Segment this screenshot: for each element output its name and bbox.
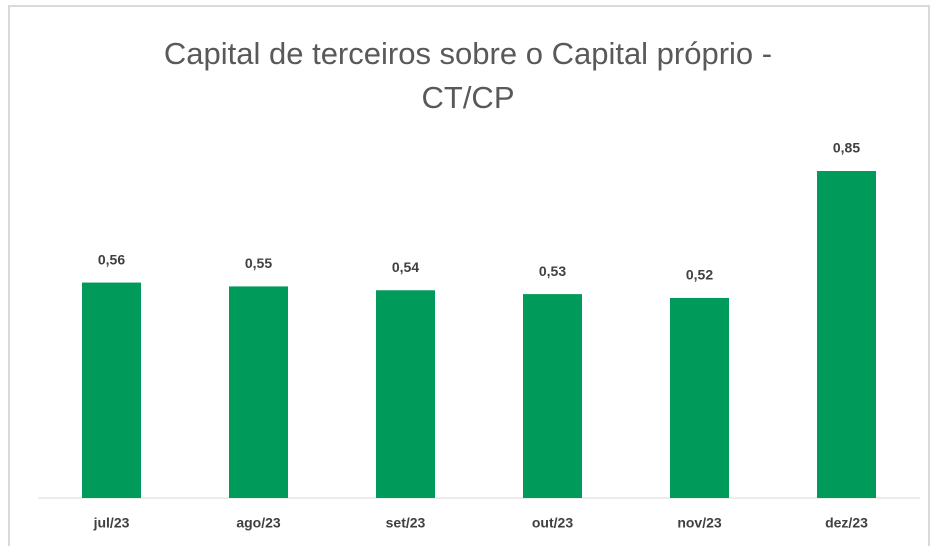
bar xyxy=(670,297,729,498)
data-label: 0,52 xyxy=(686,267,713,283)
bar xyxy=(817,171,876,498)
chart-title: Capital de terceiros sobre o Capital pró… xyxy=(163,36,773,115)
data-label: 0,56 xyxy=(98,251,125,267)
bar xyxy=(229,286,288,498)
data-label: 0,55 xyxy=(245,255,272,271)
bar xyxy=(523,294,582,498)
bar xyxy=(376,290,435,498)
data-label: 0,53 xyxy=(539,263,566,279)
x-tick-label: ago/23 xyxy=(236,515,281,531)
x-tick-label: jul/23 xyxy=(93,515,130,531)
x-tick-label: dez/23 xyxy=(825,515,868,531)
x-tick-label: nov/23 xyxy=(677,515,722,531)
x-tick-label: out/23 xyxy=(532,515,573,531)
bar xyxy=(82,282,141,498)
data-label: 0,54 xyxy=(392,259,419,275)
data-label: 0,85 xyxy=(833,140,860,156)
chart-frame xyxy=(8,5,930,546)
x-tick-label: set/23 xyxy=(386,515,426,531)
